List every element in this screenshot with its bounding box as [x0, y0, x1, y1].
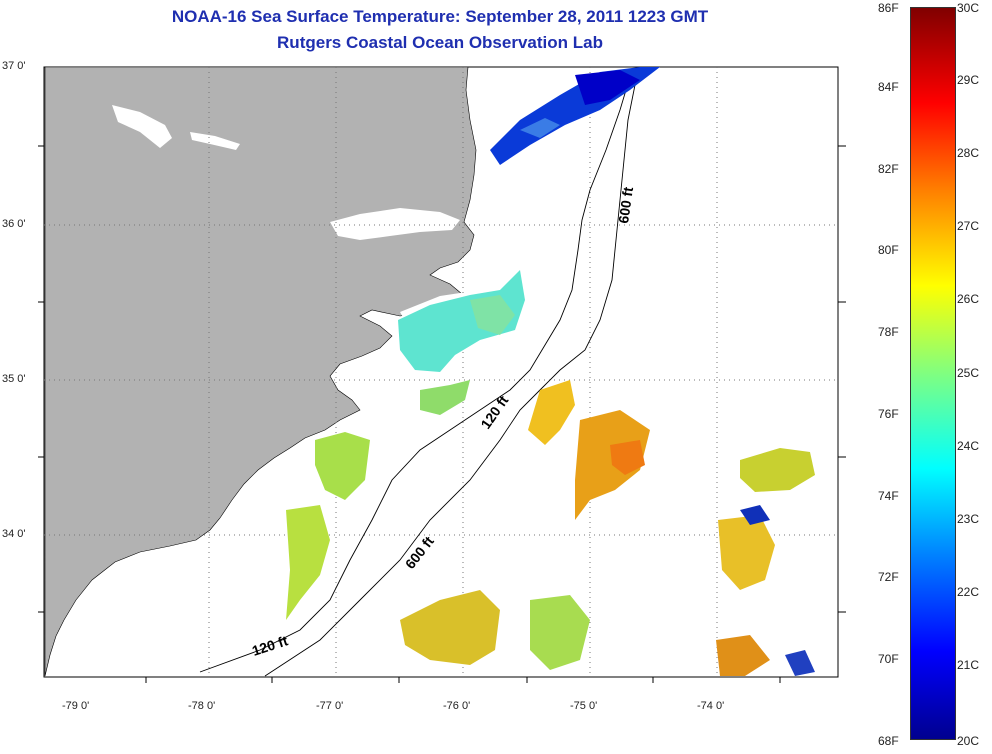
lon-label-77: -77 0': [316, 700, 344, 712]
lon-label-75: -75 0': [570, 700, 598, 712]
albemarle-sound: [330, 208, 460, 240]
inland-lake-2: [190, 132, 240, 150]
sst-patches: [286, 67, 815, 676]
colorbar-c-24: 24C: [957, 439, 980, 453]
colorbar-f-70: 70F: [878, 652, 899, 666]
colorbar-c-20: 20C: [957, 734, 980, 748]
colorbar-c-26: 26C: [957, 292, 980, 306]
lat-label-37: 37 0': [2, 60, 26, 72]
colorbar-f-68: 68F: [878, 734, 899, 748]
axis-ticks: [38, 145, 846, 683]
lat-label-36: 36 0': [2, 218, 26, 230]
lat-label-34: 34 0': [2, 528, 26, 540]
colorbar-c-29: 29C: [957, 73, 980, 87]
colorbar-c-21: 21C: [957, 658, 980, 672]
map-title: NOAA-16 Sea Surface Temperature: Septemb…: [171, 7, 709, 26]
colorbar-f-72: 72F: [878, 570, 899, 584]
lon-label-76: -76 0': [443, 700, 471, 712]
colorbar-f-76: 76F: [878, 407, 899, 421]
contour-label-600ft-b: 600 ft: [615, 186, 636, 225]
contour-120ft: [199, 69, 633, 673]
colorbar-f-74: 74F: [878, 489, 899, 503]
lon-label-79: -79 0': [62, 700, 90, 712]
colorbar-f-84: 84F: [878, 80, 899, 94]
lon-label-74: -74 0': [697, 700, 725, 712]
colorbar-c-28: 28C: [957, 146, 980, 160]
inland-lake: [112, 105, 172, 148]
contour-600ft: [264, 66, 641, 677]
colorbar-c-25: 25C: [957, 366, 980, 380]
colorbar-c-23: 23C: [957, 512, 980, 526]
map-subtitle: Rutgers Coastal Ocean Observation Lab: [277, 33, 603, 52]
colorbar-f-80: 80F: [878, 243, 899, 257]
colorbar-c-22: 22C: [957, 585, 980, 599]
colorbar-f-82: 82F: [878, 162, 899, 176]
colorbar-f-86: 86F: [878, 1, 899, 15]
temperature-colorbar: [910, 7, 956, 740]
colorbar-c-27: 27C: [957, 219, 980, 233]
colorbar-c-30: 30C: [957, 1, 980, 15]
graticule: [44, 67, 838, 677]
lon-label-78: -78 0': [188, 700, 216, 712]
colorbar-f-78: 78F: [878, 325, 899, 339]
lat-label-35: 35 0': [2, 373, 26, 385]
